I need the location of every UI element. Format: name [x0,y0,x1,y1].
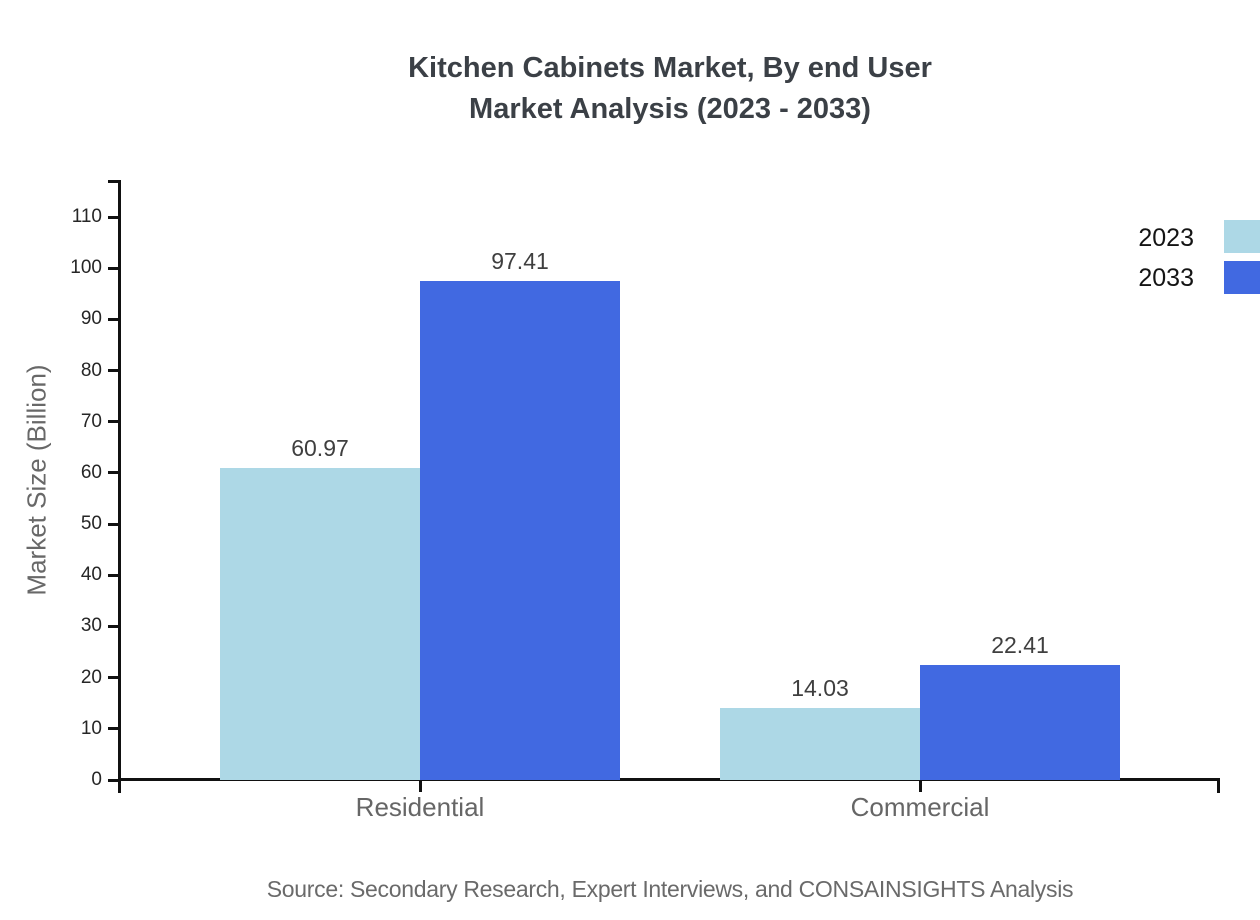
y-tick-label: 60 [80,461,102,483]
y-tick-mark [108,369,120,373]
legend-swatch-2033 [1224,261,1260,294]
bar-value-label: 22.41 [991,632,1049,659]
x-category-label: Residential [355,792,485,822]
y-tick-label: 100 [70,257,102,279]
bar-value-label: 97.41 [491,248,549,275]
x-axis-end-cap [1217,780,1220,793]
y-tick-mark [108,573,120,577]
y-tick-mark [108,266,120,270]
y-tick-label: 10 [80,717,102,739]
x-tick-mark [918,780,922,792]
y-tick-label: 20 [80,666,102,688]
y-tick-label: 80 [80,359,102,381]
x-tick-mark [418,780,422,792]
y-tick-label: 0 [91,769,102,790]
y-tick-mark [108,317,120,321]
chart-title-line-2: Market Analysis (2023 - 2033) [469,93,871,125]
y-tick-label: 70 [80,410,102,432]
bar-value-label: 60.97 [291,434,349,461]
y-tick-mark [108,676,120,680]
y-tick-mark [108,778,120,782]
y-tick-label: 50 [80,513,102,535]
bar-commercial-2033 [920,665,1120,780]
y-tick-label: 90 [80,308,102,330]
chart-title: Kitchen Cabinets Market, By end User Mar… [120,48,1220,130]
bar-residential-2023 [220,467,420,780]
x-category-label: Commercial [850,792,990,822]
y-axis-line [118,180,121,793]
bar-residential-2033 [420,281,620,780]
y-axis-top-cap [108,180,120,183]
y-tick-mark [108,215,120,219]
legend-swatch-2023 [1224,220,1260,253]
y-tick-mark [108,471,120,475]
legend-label-2023: 2023 [1138,224,1194,252]
y-tick-mark [108,420,120,424]
bar-value-label: 14.03 [791,675,849,702]
source-attribution: Source: Secondary Research, Expert Inter… [266,876,1074,902]
y-tick-label: 40 [80,564,102,586]
chart-title-line-1: Kitchen Cabinets Market, By end User [408,52,932,84]
x-axis-line [120,778,1220,781]
y-tick-mark [108,624,120,628]
y-tick-label: 110 [71,206,102,227]
legend-label-2033: 2033 [1138,264,1194,292]
bar-commercial-2023 [720,708,920,780]
y-tick-mark [108,522,120,526]
y-tick-mark [108,727,120,731]
y-tick-label: 30 [80,615,102,637]
